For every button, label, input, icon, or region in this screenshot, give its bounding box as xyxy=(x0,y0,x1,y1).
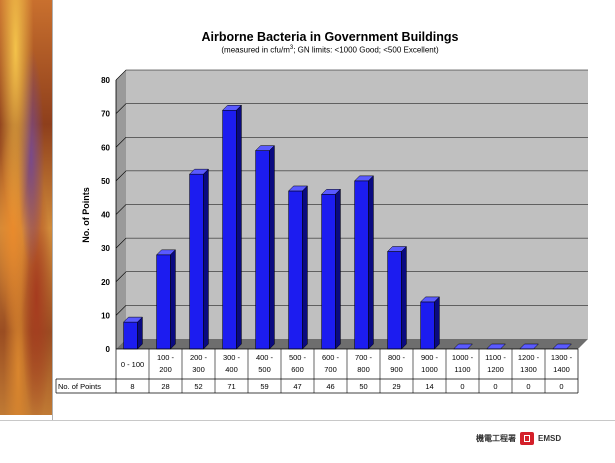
bar-side xyxy=(368,175,374,350)
x-tick-label: 1300 - xyxy=(551,353,573,362)
x-tick-label: 300 - xyxy=(223,353,241,362)
bar-side xyxy=(203,168,209,350)
bar-side xyxy=(137,316,143,350)
y-tick-label: 20 xyxy=(101,278,110,287)
y-gridline xyxy=(115,69,588,81)
x-tick-label: 600 - xyxy=(322,353,340,362)
x-tick-label: 1100 xyxy=(454,365,470,374)
x-tick-label: 800 - xyxy=(388,353,406,362)
x-tick-label: 1000 - xyxy=(452,353,474,362)
x-tick-label: 0 - 100 xyxy=(121,360,144,369)
x-tick-label: 1200 - xyxy=(518,353,540,362)
x-tick-label: 900 - xyxy=(421,353,439,362)
frame-divider-vertical xyxy=(52,0,53,420)
x-tick-label: 500 xyxy=(258,365,271,374)
x-tick-label: 600 xyxy=(291,365,304,374)
x-tick-label: 500 - xyxy=(289,353,307,362)
bar xyxy=(189,173,204,350)
bar xyxy=(255,150,270,350)
data-label: 0 xyxy=(493,382,497,391)
y-tick-label: 80 xyxy=(101,76,110,85)
x-tick-label: 700 xyxy=(324,365,337,374)
y-tick-label: 70 xyxy=(101,110,110,119)
y-gridline xyxy=(115,204,588,215)
bar xyxy=(387,251,402,350)
bar-side xyxy=(335,188,341,350)
bar-side xyxy=(170,249,176,350)
chart-subtitle: (measured in cfu/m3; GN limits: <1000 Go… xyxy=(221,45,439,55)
x-tick-label: 1300 xyxy=(520,365,537,374)
table-row-label: No. of Points xyxy=(58,382,101,391)
x-tick-label: 1000 xyxy=(421,365,438,374)
bar-side xyxy=(434,296,440,350)
data-label: 0 xyxy=(460,382,464,391)
x-tick-label: 1200 xyxy=(487,365,504,374)
y-tick-label: 10 xyxy=(101,311,110,320)
decorative-side-strip xyxy=(0,0,52,415)
data-label: 50 xyxy=(359,382,367,391)
logo-text-english: EMSD xyxy=(538,433,562,443)
x-tick-label: 200 - xyxy=(190,353,208,362)
bar-chart: 0 10 20 30 40 50 60 70 80 No. of Points 0 - 100 8 10… xyxy=(55,69,588,394)
y-gridline xyxy=(115,170,588,182)
frame-divider-horizontal xyxy=(0,420,615,421)
y-gridline xyxy=(115,103,588,114)
y-tick-label: 30 xyxy=(101,244,110,253)
data-label: 28 xyxy=(161,382,169,391)
data-label: 8 xyxy=(130,382,134,391)
data-label: 14 xyxy=(425,382,433,391)
bar xyxy=(156,254,171,350)
bar-side xyxy=(236,104,242,350)
y-gridline xyxy=(115,271,588,282)
y-tick-label: 50 xyxy=(101,177,110,186)
data-label: 46 xyxy=(326,382,334,391)
data-label: 0 xyxy=(559,382,563,391)
x-tick-label: 300 xyxy=(192,365,205,374)
x-tick-label: 900 xyxy=(390,365,403,374)
data-label: 29 xyxy=(392,382,400,391)
bar xyxy=(222,110,237,350)
data-label: 59 xyxy=(260,382,268,391)
plot-floor xyxy=(116,339,588,349)
bar-side xyxy=(269,145,275,350)
bar-side xyxy=(401,245,407,350)
data-label: 71 xyxy=(227,382,235,391)
emsd-logo-icon xyxy=(520,431,534,445)
y-gridline xyxy=(115,237,588,249)
bar xyxy=(354,180,369,350)
data-label: 47 xyxy=(293,382,301,391)
chart-title: Airborne Bacteria in Government Building… xyxy=(201,30,459,44)
data-label: 52 xyxy=(194,382,202,391)
y-tick-label: 0 xyxy=(106,345,111,354)
y-tick-label: 60 xyxy=(101,143,110,152)
y-gridline xyxy=(115,136,588,148)
x-tick-label: 1100 - xyxy=(485,353,506,362)
bar xyxy=(420,301,435,350)
x-tick-label: 1400 xyxy=(553,365,570,374)
x-tick-label: 200 xyxy=(159,365,172,374)
logo-text-chinese: 機電工程署 xyxy=(476,433,516,443)
x-tick-label: 700 - xyxy=(355,353,373,362)
bar xyxy=(288,190,303,350)
bar xyxy=(123,321,138,350)
bar-side xyxy=(302,185,308,350)
footer-logo: 機電工程署 EMSD xyxy=(476,430,561,446)
x-tick-label: 400 - xyxy=(256,353,274,362)
x-tick-label: 400 xyxy=(225,365,238,374)
y-tick-label: 40 xyxy=(101,211,110,220)
data-label: 0 xyxy=(526,382,530,391)
x-tick-label: 800 xyxy=(357,365,370,374)
bar xyxy=(321,194,336,350)
x-tick-label: 100 - xyxy=(157,353,175,362)
